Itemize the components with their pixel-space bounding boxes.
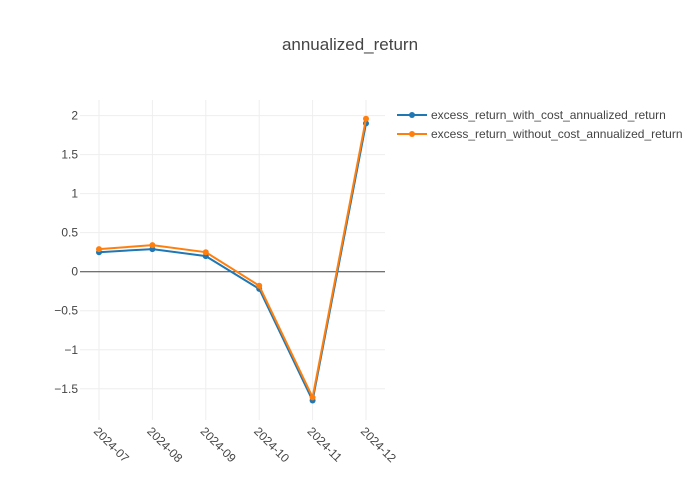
data-point[interactable] [149, 242, 156, 249]
y-tick-label: −0.5 [54, 304, 78, 318]
data-point[interactable] [202, 249, 209, 256]
series-layer [96, 115, 369, 404]
y-tick-label: −1.5 [54, 382, 78, 396]
y-tick-label: 0.5 [61, 226, 78, 240]
series-line [98, 118, 367, 399]
data-point[interactable] [256, 282, 263, 289]
x-tick-label: 2024-12 [358, 424, 399, 465]
legend-label: excess_return_without_cost_annualized_re… [431, 127, 683, 141]
y-tick-label: 1.5 [61, 148, 78, 162]
legend-marker [409, 131, 415, 137]
chart-title: annualized_return [282, 35, 418, 54]
legend-item-2[interactable]: excess_return_without_cost_annualized_re… [397, 127, 683, 141]
data-point[interactable] [96, 246, 102, 253]
legend-label: excess_return_with_cost_annualized_retur… [431, 108, 666, 122]
axes: 2024-07 2024-08 2024-09 2024-10 2024-11 2024-… [54, 109, 399, 466]
legend: excess_return_with_cost_annualized_retur… [397, 108, 683, 141]
y-tick-label: 2 [71, 109, 78, 123]
y-tick-label: 1 [71, 187, 78, 201]
x-tick-label: 2024-08 [144, 424, 185, 465]
data-point[interactable] [363, 115, 369, 122]
x-tick-label: 2024-09 [198, 424, 239, 465]
grid [80, 100, 385, 420]
series-1 [96, 120, 369, 404]
legend-marker [409, 112, 415, 118]
legend-item-1[interactable]: excess_return_with_cost_annualized_retur… [397, 108, 666, 122]
x-tick-label: 2024-10 [251, 424, 292, 465]
y-tick-label: −1 [64, 343, 78, 357]
series-2 [96, 115, 369, 401]
x-tick-label: 2024-07 [91, 424, 132, 465]
y-tick-label: 0 [71, 265, 78, 279]
data-point[interactable] [309, 394, 316, 401]
series-line [98, 123, 367, 402]
x-tick-label: 2024-11 [304, 424, 345, 465]
